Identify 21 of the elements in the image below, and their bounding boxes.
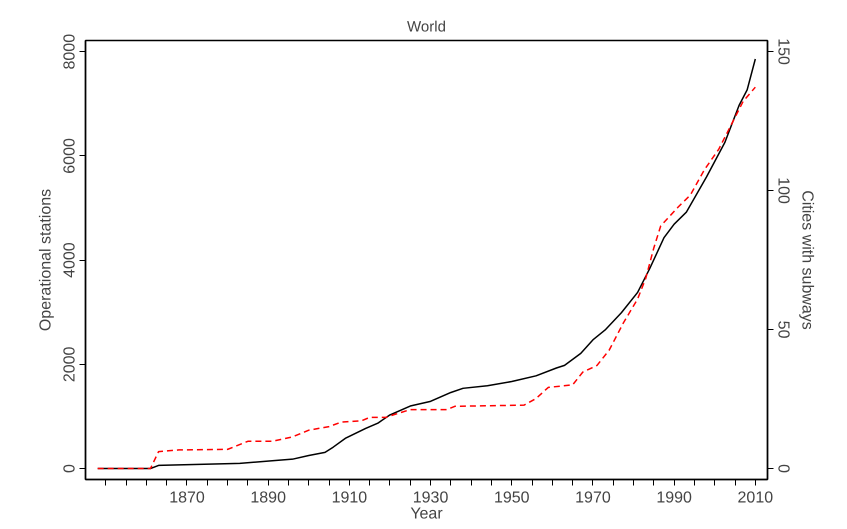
x-tick-label: 2010 [738,490,774,506]
x-tick-label: 1950 [494,490,530,506]
x-tick-label: 1930 [412,490,448,506]
x-axis-title: Year [410,506,444,522]
x-tick-label: 1990 [656,490,692,506]
x-tick-label: 1970 [575,490,611,506]
y-axis-title: Operational stations [38,188,54,332]
y-tick-label: 2000 [62,346,78,382]
y-tick-label: 6000 [62,138,78,174]
x-tick-label: 1870 [169,490,205,506]
y2-axis-title: Cities with subways [798,190,816,330]
y2-tick-label: 150 [774,38,792,66]
x-tick-label: 1910 [332,490,368,506]
chart-title: World [407,18,446,36]
y-tick-label: 4000 [62,242,78,278]
y2-tick-label: 50 [774,320,792,339]
y-tick-label: 8000 [62,34,78,70]
y2-tick-label: 100 [774,177,792,204]
y2-tick-label: 0 [774,464,792,474]
x-tick-label: 1890 [250,490,286,506]
y-tick-label: 0 [62,464,78,474]
